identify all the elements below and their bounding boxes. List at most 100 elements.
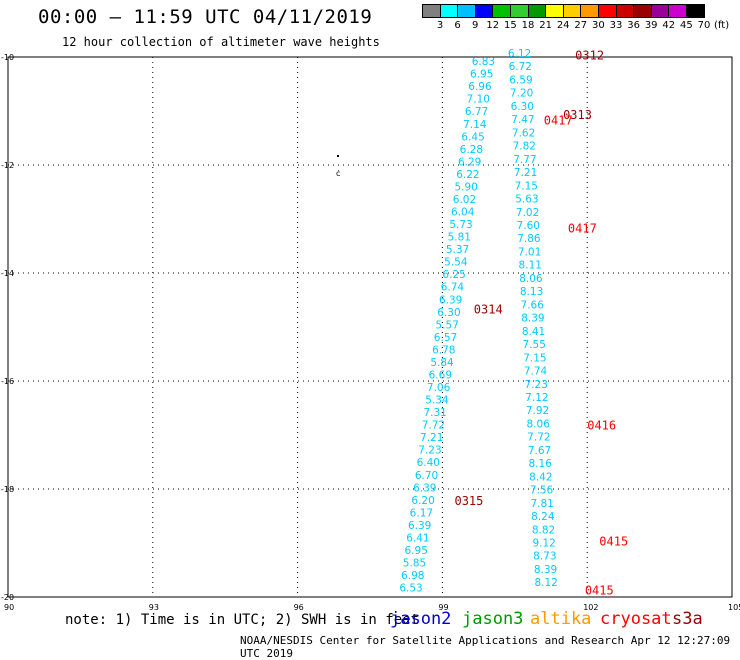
legend-swatch — [686, 4, 705, 18]
track-east-value: 8.24 — [531, 511, 555, 523]
track-east-value: 7.82 — [513, 141, 536, 153]
track-east-value: 7.12 — [525, 392, 548, 404]
time-label: 0415 — [599, 535, 628, 549]
track-east-value: 7.66 — [521, 299, 545, 311]
track-west-value: 6.77 — [465, 106, 488, 118]
legend-altika: altika — [530, 609, 592, 629]
y-tick-label: -14 — [1, 269, 14, 278]
track-west-value: 5.73 — [449, 219, 472, 231]
track-west-value: 6.41 — [406, 532, 429, 544]
y-tick-label: -20 — [1, 593, 14, 602]
legend-swatch — [598, 4, 617, 18]
track-east-value: 8.42 — [529, 471, 552, 483]
track-west-value: 6.25 — [442, 269, 465, 281]
track-west-value: 6.45 — [461, 131, 484, 143]
track-west-value: 5.85 — [403, 558, 426, 570]
track-east-value: 7.15 — [515, 180, 538, 192]
x-tick-label: 93 — [149, 603, 159, 612]
legend-label: 30 — [592, 20, 605, 31]
track-east-value: 7.21 — [514, 167, 537, 179]
x-tick-label: 90 — [4, 603, 14, 612]
track-west-value: 5.37 — [446, 244, 469, 256]
track-west-value: 6.98 — [401, 570, 424, 582]
legend-swatch — [650, 4, 670, 18]
track-west-value: 6.40 — [417, 457, 440, 469]
x-tick-label: 99 — [438, 603, 448, 612]
track-west-value: 6.17 — [410, 507, 433, 519]
track-east-value: 7.47 — [511, 114, 534, 126]
track-east-value: 7.20 — [510, 88, 533, 100]
time-label: 0416 — [587, 419, 616, 433]
track-east-value: 7.86 — [517, 233, 541, 245]
track-west-value: 6.95 — [470, 69, 493, 81]
legend-label: 6 — [454, 20, 461, 31]
legend-label: 27 — [574, 20, 588, 31]
track-east-value: 7.56 — [530, 485, 554, 497]
time-label: 0315 — [454, 494, 483, 508]
legend-swatch — [439, 4, 459, 18]
legend-swatch — [422, 4, 441, 18]
track-west-value: 6.70 — [415, 470, 438, 482]
track-west-value: 6.95 — [405, 545, 428, 557]
legend-label: 45 — [680, 20, 693, 31]
page-subtitle: 12 hour collection of altimeter wave hei… — [62, 35, 380, 49]
legend-swatch — [527, 4, 547, 18]
track-west-value: 6.69 — [429, 369, 452, 381]
time-label: 0417 — [544, 114, 573, 128]
legend-swatch — [580, 4, 599, 18]
track-east-value: 7.23 — [525, 379, 548, 391]
legend-swatch — [668, 4, 687, 18]
footer-credit: NOAA/NESDIS Center for Satellite Applica… — [240, 634, 731, 660]
track-west-value: 6.57 — [434, 332, 457, 344]
note-text: note: 1) Time is in UTC; 2) SWH is in fe… — [65, 612, 420, 628]
legend-jason3: jason3 — [462, 609, 524, 629]
track-west-value: 6.22 — [456, 169, 479, 181]
track-east-value: 6.12 — [508, 48, 531, 60]
track-east-value: 5.63 — [515, 194, 538, 206]
track-east-value: 8.06 — [527, 418, 551, 430]
legend-label: 15 — [504, 20, 517, 31]
track-west-value: 6.39 — [439, 294, 462, 306]
track-east-value: 8.11 — [519, 260, 542, 272]
track-east-value: 8.12 — [534, 577, 557, 589]
legend-jason2: jason2 — [390, 609, 452, 629]
track-west-value: 6.20 — [411, 495, 434, 507]
track-west-value: 7.23 — [418, 445, 441, 457]
legend-label: 21 — [539, 20, 552, 31]
track-west-value: 7.31 — [423, 407, 446, 419]
track-west-value: 7.14 — [463, 119, 487, 131]
legend-cryosat: cryosat — [600, 609, 672, 629]
track-east-value: 6.59 — [509, 74, 532, 86]
track-west-value: 6.78 — [432, 344, 455, 356]
island-marker: ċ — [336, 155, 340, 178]
track-east-value: 7.74 — [524, 366, 548, 378]
track-west-value: 5.81 — [448, 232, 471, 244]
y-tick-label: -10 — [1, 53, 14, 62]
track-east-value: 9.12 — [532, 538, 555, 550]
track-west-value: 6.04 — [451, 207, 475, 219]
track-west-value: 7.72 — [422, 420, 445, 432]
legend-swatch — [615, 4, 635, 18]
track-east-value: 8.16 — [529, 458, 553, 470]
satellite-tracks: 6.836.956.967.106.777.146.456.286.296.22… — [399, 48, 558, 595]
track-east-value: 7.15 — [523, 352, 546, 364]
legend-label: 9 — [472, 20, 479, 31]
time-label: 0417 — [568, 222, 597, 236]
track-east-value: 8.39 — [534, 564, 557, 576]
y-tick-label: -12 — [1, 161, 14, 170]
time-label: 0313 — [563, 108, 592, 122]
legend-swatch — [562, 4, 582, 18]
legend-label: 18 — [521, 20, 535, 31]
x-tick-label: 96 — [294, 603, 304, 612]
legend-swatch — [474, 4, 494, 18]
track-west-value: 5.57 — [436, 319, 459, 331]
y-tick-label: -18 — [1, 485, 14, 494]
track-east-value: 6.72 — [509, 61, 532, 73]
track-west-value: 7.21 — [420, 432, 443, 444]
track-east-value: 8.06 — [519, 273, 543, 285]
track-west-value: 6.30 — [437, 307, 460, 319]
track-west-value: 6.28 — [460, 144, 483, 156]
track-west-value: 6.39 — [408, 520, 431, 532]
